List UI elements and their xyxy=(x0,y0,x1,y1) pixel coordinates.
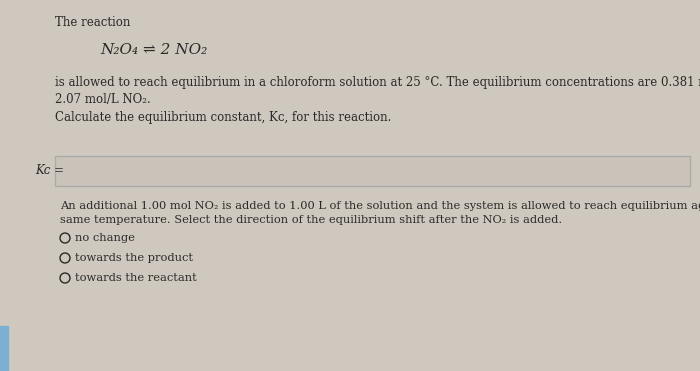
Text: same temperature. Select the direction of the equilibrium shift after the NO₂ is: same temperature. Select the direction o… xyxy=(60,215,562,225)
Text: 2.07 mol/L NO₂.: 2.07 mol/L NO₂. xyxy=(55,93,150,106)
Text: no change: no change xyxy=(75,233,135,243)
Text: towards the product: towards the product xyxy=(75,253,193,263)
Text: Calculate the equilibrium constant, Kᴄ, for this reaction.: Calculate the equilibrium constant, Kᴄ, … xyxy=(55,111,391,124)
Bar xyxy=(55,156,690,186)
Text: towards the reactant: towards the reactant xyxy=(75,273,197,283)
Text: The reaction: The reaction xyxy=(55,16,130,29)
Bar xyxy=(0,326,8,371)
Text: is allowed to reach equilibrium in a chloroform solution at 25 °C. The equilibri: is allowed to reach equilibrium in a chl… xyxy=(55,76,700,89)
Text: An additional 1.00 mol NO₂ is added to 1.00 L of the solution and the system is : An additional 1.00 mol NO₂ is added to 1… xyxy=(60,201,700,211)
Text: Kᴄ =: Kᴄ = xyxy=(35,164,64,177)
Text: N₂O₄ ⇌ 2 NO₂: N₂O₄ ⇌ 2 NO₂ xyxy=(100,43,207,57)
